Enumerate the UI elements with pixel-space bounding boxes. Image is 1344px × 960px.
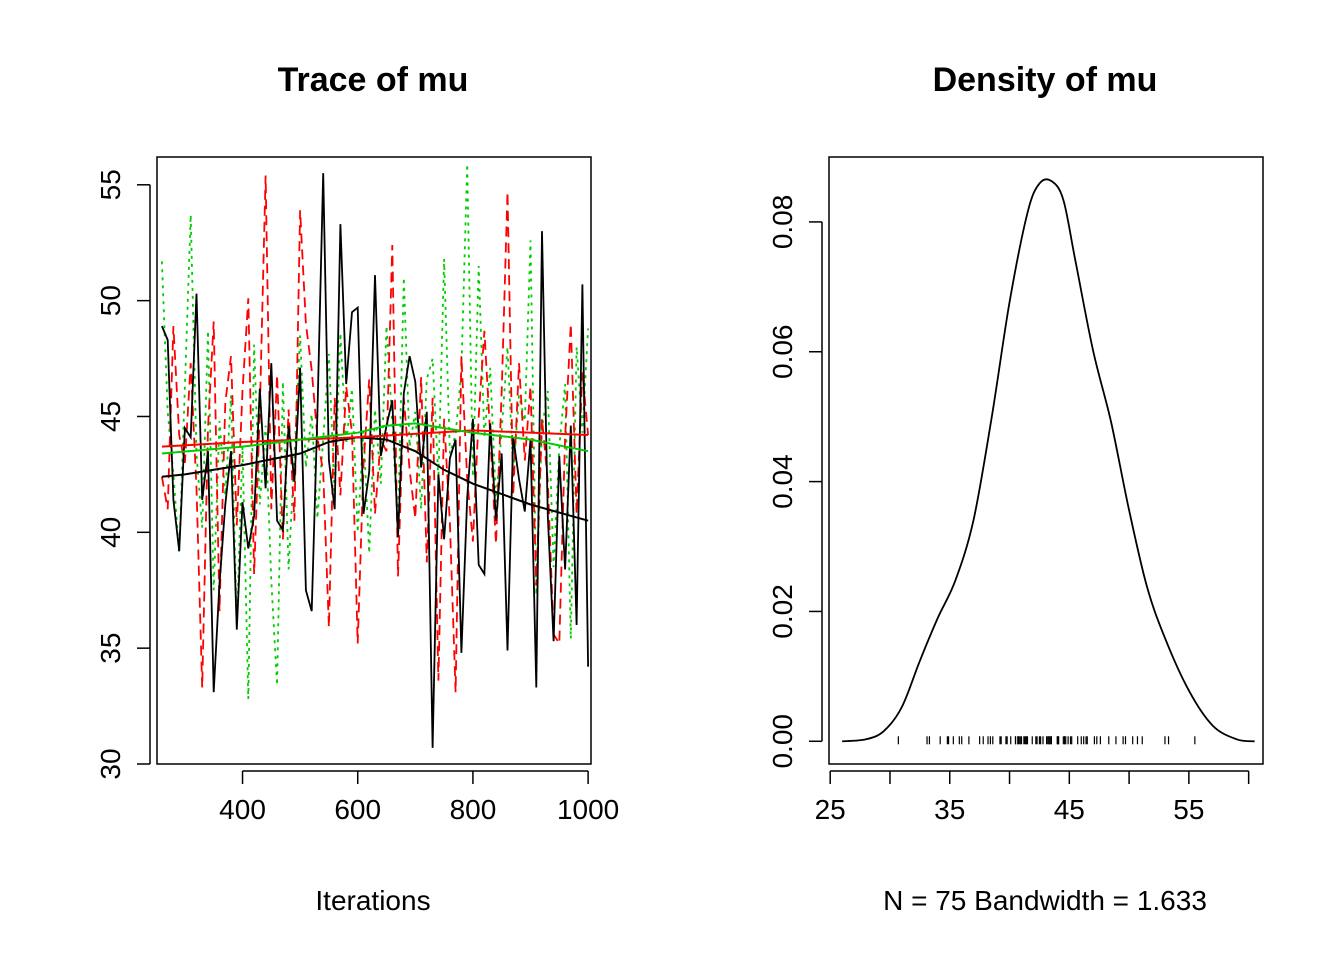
density-title: Density of mu [933, 61, 1158, 99]
0-y-tick-label: 50 [95, 285, 126, 316]
trace-title: Trace of mu [278, 61, 469, 99]
0-y-tick-label: 35 [95, 633, 126, 664]
density-panel: Density of mu 25 35 45 55 0.00 0.02 0.04 0.06 0.… [767, 61, 1264, 916]
trace-panel: Trace of mu 400 600 800 1000 30 35 40 45 50 55 It… [95, 61, 619, 916]
trace-plot-frame [156, 156, 592, 765]
1-y-tick-label: 0.00 [767, 714, 798, 769]
0-y-tick-label: 30 [95, 748, 126, 779]
1-x-tick-label: 35 [934, 794, 965, 825]
trace-series-1-smooth [161, 436, 589, 522]
density-axes: 25 35 45 55 0.00 0.02 0.04 0.06 0.08 [767, 195, 1250, 825]
1-y-tick-label: 0.04 [767, 454, 798, 509]
density-curve [842, 178, 1255, 743]
0-x-tick-label: 1000 [557, 794, 619, 825]
1-x-tick-label: 25 [815, 794, 846, 825]
trace-series-3-smooth [161, 422, 589, 455]
0-y-tick-label: 55 [95, 169, 126, 200]
trace-x-label: Iterations [315, 885, 430, 916]
0-x-tick-label: 800 [450, 794, 497, 825]
trace-series-1 [161, 173, 589, 748]
1-x-tick-label: 45 [1054, 794, 1085, 825]
density-plot-frame [828, 156, 1264, 765]
0-y-tick-label: 40 [95, 517, 126, 548]
trace-series-2-smooth [161, 429, 589, 448]
1-y-tick-label: 0.06 [767, 325, 798, 380]
1-x-tick-label: 55 [1173, 794, 1204, 825]
1-y-tick-label: 0.08 [767, 195, 798, 250]
0-x-tick-label: 400 [219, 794, 266, 825]
0-y-tick-label: 45 [95, 401, 126, 432]
trace-axes: 400 600 800 1000 30 35 40 45 50 55 [95, 169, 619, 825]
0-x-tick-label: 600 [334, 794, 381, 825]
trace-series-2 [161, 175, 589, 693]
1-y-tick-label: 0.02 [767, 584, 798, 639]
density-x-label: N = 75 Bandwidth = 1.633 [883, 885, 1207, 916]
